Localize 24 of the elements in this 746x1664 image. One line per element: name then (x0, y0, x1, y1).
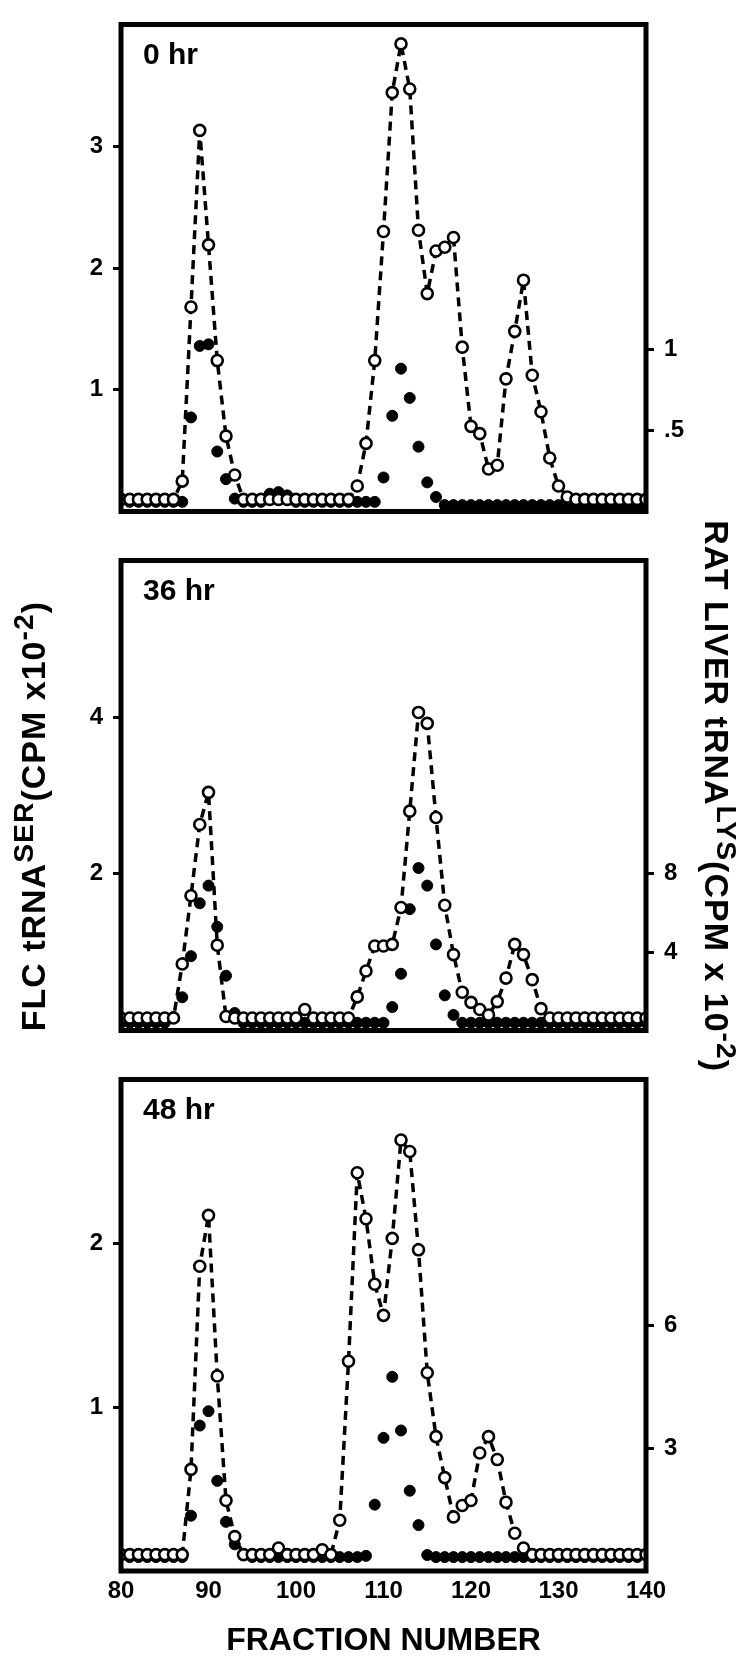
x-tick-label: 130 (538, 1576, 579, 1604)
chart-title: 36 hr (143, 572, 216, 606)
y-tick-label: 2 (89, 858, 103, 886)
x-tick-label: 120 (450, 1576, 492, 1604)
chart-title: 48 hr (143, 1091, 216, 1125)
y-tick-label: 1 (89, 1391, 103, 1419)
y2-tick-label: 3 (664, 1432, 678, 1460)
y-tick-label: 2 (89, 1227, 103, 1255)
x-tick-label: 140 (625, 1576, 667, 1604)
y2-tick-label: 6 (664, 1309, 678, 1337)
chart-title: 0 hr (143, 36, 199, 70)
y2-tick-label: 8 (664, 858, 678, 886)
x-tick-label: 110 (364, 1576, 403, 1604)
x-tick-label: 80 (107, 1576, 135, 1604)
x-axis-title: FRACTION NUMBER (226, 1620, 541, 1657)
y-tick-label: 2 (89, 252, 103, 280)
y-tick-label: 1 (89, 374, 103, 402)
x-tick-label: 90 (195, 1576, 222, 1604)
y-tick-label: 3 (89, 130, 103, 158)
y-tick-label: 4 (89, 701, 104, 729)
y2-tick-label: 1 (664, 333, 678, 361)
y2-tick-label: 4 (664, 936, 678, 964)
y2-tick-label: .5 (664, 415, 685, 443)
x-tick-label: 100 (275, 1576, 317, 1604)
